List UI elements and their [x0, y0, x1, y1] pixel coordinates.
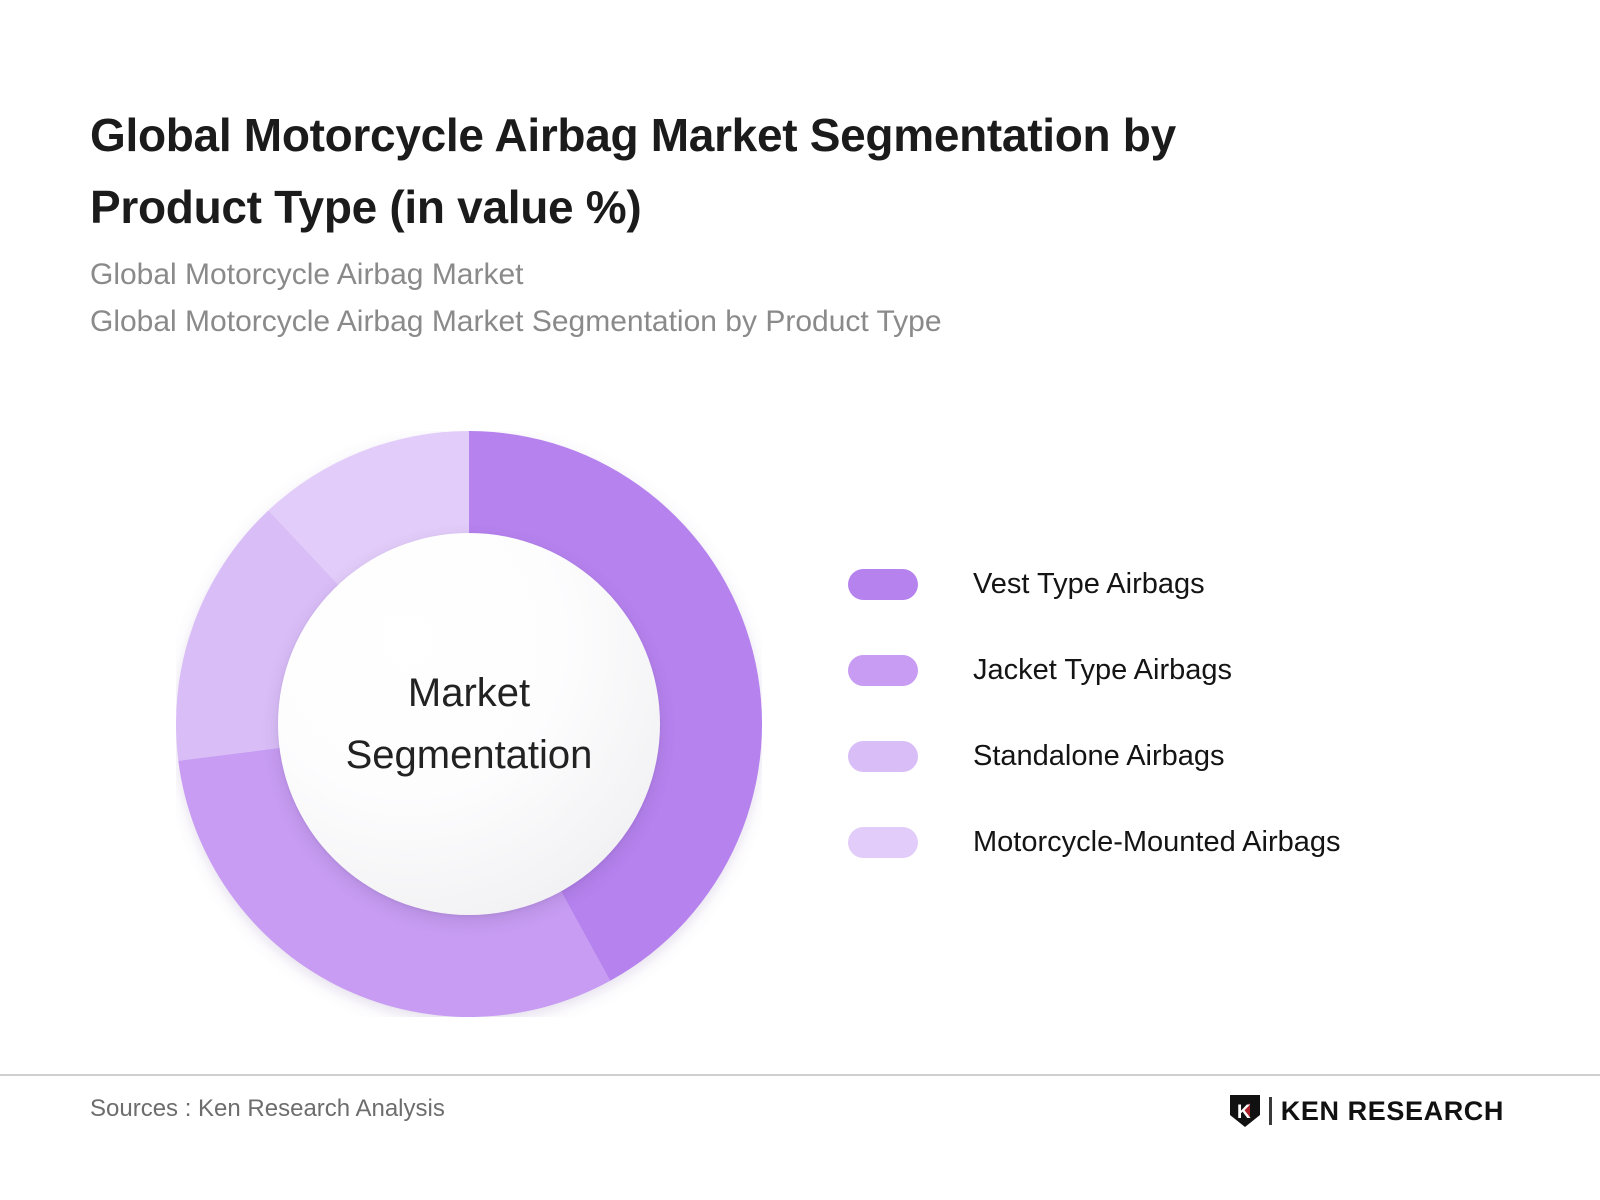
legend-label-jacket-type-airbags: Jacket Type Airbags — [973, 654, 1233, 686]
donut-chart: Market Segmentation — [150, 405, 810, 1045]
legend-item-motorcycle-mounted-airbags[interactable]: Motorcycle-Mounted Airbags — [848, 824, 1488, 910]
donut-segment-jacket-type-airbags[interactable] — [178, 746, 611, 1017]
subtitle-line-2: Global Motorcycle Airbag Market Segmenta… — [90, 304, 942, 338]
legend-swatch-icon-jacket-type-airbags — [848, 655, 918, 686]
legend-item-vest-type-airbags[interactable]: Vest Type Airbags — [848, 566, 1488, 652]
ken-research-shield-icon: K — [1229, 1095, 1260, 1127]
donut-center-label-line-2: Segmentation — [345, 733, 593, 777]
legend-item-jacket-type-airbags[interactable]: Jacket Type Airbags — [848, 652, 1488, 738]
legend-label-vest-type-airbags: Vest Type Airbags — [973, 568, 1205, 600]
legend-swatch-icon-motorcycle-mounted-airbags — [848, 827, 918, 858]
donut-segment-motorcycle-mounted-airbags[interactable] — [268, 431, 469, 592]
chart-legend: Vest Type Airbags Jacket Type Airbags St… — [848, 566, 1488, 910]
donut-segment-standalone-airbags[interactable] — [176, 510, 345, 761]
donut-segment-vest-type-airbags[interactable] — [469, 431, 762, 981]
legend-swatch-icon-vest-type-airbags — [848, 569, 918, 600]
brand-logo: K KEN RESEARCH — [1228, 1092, 1504, 1130]
page-subtitle: Global Motorcycle Airbag Market Global M… — [90, 252, 1390, 345]
page-title: Global Motorcycle Airbag Market Segmenta… — [90, 108, 1176, 234]
donut-center-label-line-1: Market — [407, 671, 531, 715]
legend-label-motorcycle-mounted-airbags: Motorcycle-Mounted Airbags — [973, 826, 1341, 858]
legend-swatch-icon-standalone-airbags — [848, 741, 918, 772]
brand-divider-icon — [1268, 1097, 1272, 1125]
donut-svg — [176, 431, 762, 1017]
donut-center-hub: Market Segmentation — [278, 533, 660, 915]
brand-name: KEN RESEARCH — [1280, 1095, 1504, 1126]
legend-label-standalone-airbags: Standalone Airbags — [973, 740, 1225, 772]
sources-text: Sources : Ken Research Analysis — [90, 1095, 445, 1122]
footer-divider — [0, 1074, 1600, 1076]
legend-item-standalone-airbags[interactable]: Standalone Airbags — [848, 738, 1488, 824]
donut-wrapper: Market Segmentation — [176, 431, 762, 1017]
subtitle-line-1: Global Motorcycle Airbag Market — [90, 258, 524, 291]
svg-text:K: K — [1237, 1102, 1251, 1123]
